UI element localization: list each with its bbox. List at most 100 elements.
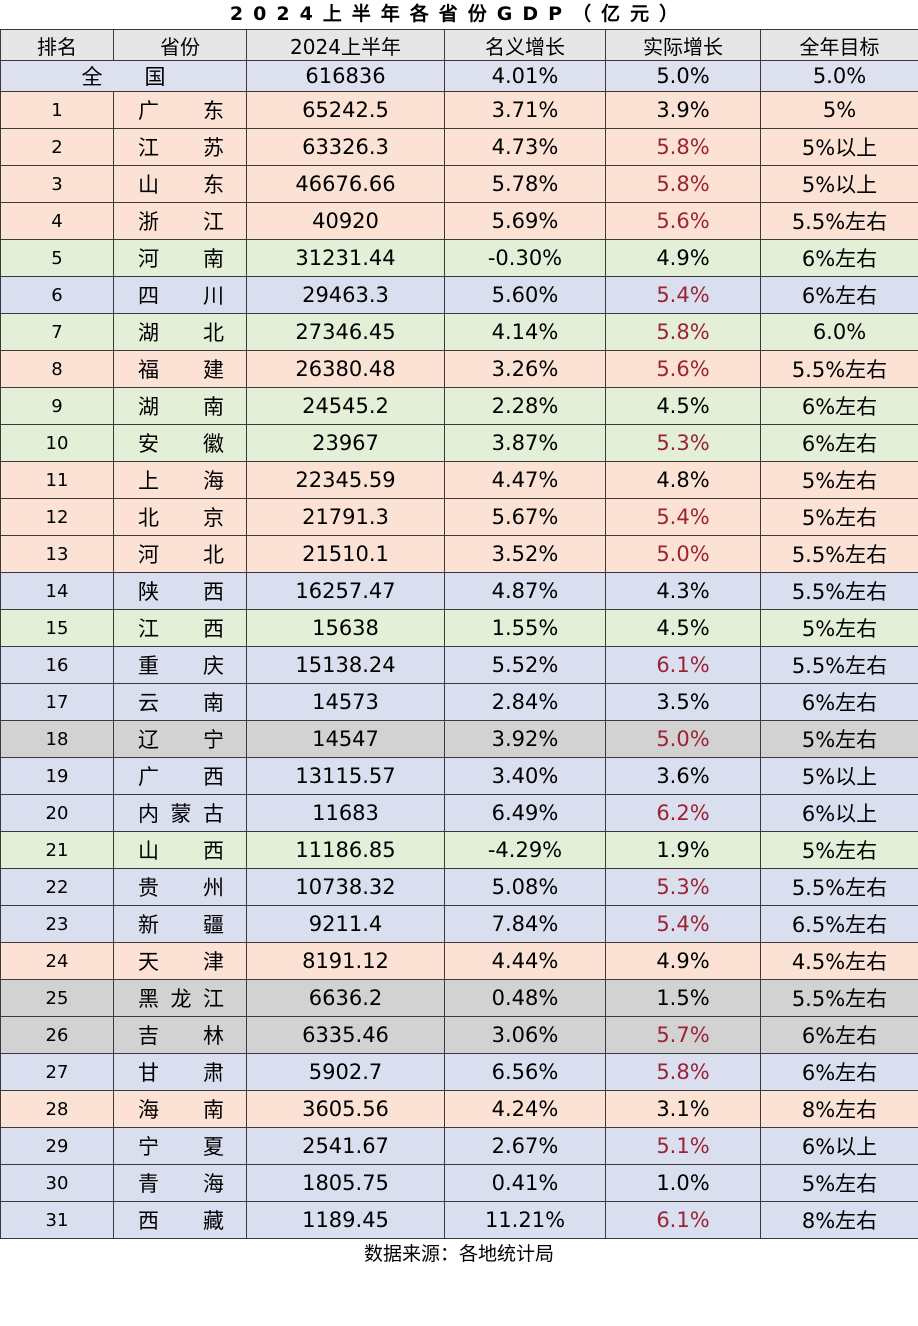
province-name: 山东 [115, 169, 246, 199]
gdp-cell: 10738.32 [246, 868, 445, 906]
annual-target-cell: 6%左右 [760, 1016, 918, 1054]
province-cell: 黑龙江 [113, 979, 247, 1017]
gdp-cell: 3605.56 [246, 1090, 445, 1128]
gdp-cell: 23967 [246, 424, 445, 462]
nominal-growth-cell: 4.73% [444, 128, 606, 166]
annual-target-cell: 5.5%左右 [760, 350, 918, 388]
province-name: 辽宁 [115, 724, 246, 754]
real-growth-cell: 6.1% [605, 646, 761, 684]
real-growth-cell: 5.8% [605, 128, 761, 166]
province-char: 南 [203, 395, 224, 419]
province-name: 安徽 [115, 428, 246, 458]
province-char: 州 [203, 876, 224, 900]
gdp-cell: 15138.24 [246, 646, 445, 684]
gdp-table: 排名 省份 2024上半年 名义增长 实际增长 全年目标 全 国 616836 … [0, 29, 918, 1239]
nominal-growth-cell: 3.26% [444, 350, 606, 388]
header-row: 排名 省份 2024上半年 名义增长 实际增长 全年目标 [0, 29, 918, 61]
province-char: 广 [138, 99, 159, 123]
gdp-cell: 21791.3 [246, 498, 445, 536]
header-annual-target: 全年目标 [760, 29, 918, 61]
province-cell: 上海 [113, 461, 247, 499]
rank-cell: 11 [0, 461, 114, 499]
real-growth-cell: 3.6% [605, 757, 761, 795]
gdp-cell: 31231.44 [246, 239, 445, 277]
province-char: 江 [138, 136, 159, 160]
province-char: 浙 [138, 210, 159, 234]
province-name: 北京 [115, 502, 246, 532]
province-name: 天津 [115, 946, 246, 976]
gdp-cell: 63326.3 [246, 128, 445, 166]
rank-cell: 28 [0, 1090, 114, 1128]
province-char: 藏 [203, 1209, 224, 1233]
nominal-growth-cell: 11.21% [444, 1201, 606, 1239]
province-char: 津 [203, 950, 224, 974]
province-char: 古 [203, 802, 224, 826]
annual-target-cell: 5.5%左右 [760, 572, 918, 610]
table-row: 30 青海 1805.75 0.41% 1.0% 5%左右 [0, 1164, 918, 1202]
real-growth-cell: 5.8% [605, 1053, 761, 1091]
real-growth-cell: 5.4% [605, 276, 761, 314]
national-real: 5.0% [605, 60, 761, 92]
province-char: 河 [138, 543, 159, 567]
province-cell: 广东 [113, 91, 247, 129]
page-title: 2024上半年各省份GDP（亿元） [229, 3, 689, 25]
province-char: 内 [138, 802, 159, 826]
province-name: 河南 [115, 243, 246, 273]
province-char: 南 [203, 247, 224, 271]
nominal-growth-cell: 4.87% [444, 572, 606, 610]
nominal-growth-cell: 2.67% [444, 1127, 606, 1165]
province-char: 黑 [138, 987, 159, 1011]
real-growth-cell: 3.9% [605, 91, 761, 129]
province-cell: 云南 [113, 683, 247, 721]
nominal-growth-cell: 5.69% [444, 202, 606, 240]
rank-cell: 31 [0, 1201, 114, 1239]
rank-cell: 12 [0, 498, 114, 536]
rank-cell: 24 [0, 942, 114, 980]
gdp-cell: 40920 [246, 202, 445, 240]
table-row: 31 西藏 1189.45 11.21% 6.1% 8%左右 [0, 1201, 918, 1239]
table-row: 16 重庆 15138.24 5.52% 6.1% 5.5%左右 [0, 646, 918, 684]
province-char: 青 [138, 1172, 159, 1196]
annual-target-cell: 5%以上 [760, 165, 918, 203]
table-row: 11 上海 22345.59 4.47% 4.8% 5%左右 [0, 461, 918, 499]
nominal-growth-cell: 4.44% [444, 942, 606, 980]
province-name: 贵州 [115, 872, 246, 902]
province-char: 东 [203, 99, 224, 123]
annual-target-cell: 6%左右 [760, 1053, 918, 1091]
real-growth-cell: 4.3% [605, 572, 761, 610]
province-cell: 福建 [113, 350, 247, 388]
province-char: 福 [138, 358, 159, 382]
province-char: 湖 [138, 395, 159, 419]
province-name: 湖北 [115, 317, 246, 347]
nominal-growth-cell: 0.41% [444, 1164, 606, 1202]
real-growth-cell: 5.8% [605, 165, 761, 203]
province-char: 江 [138, 617, 159, 641]
nominal-growth-cell: 1.55% [444, 609, 606, 647]
province-name: 云南 [115, 687, 246, 717]
annual-target-cell: 6%左右 [760, 387, 918, 425]
province-char: 龙 [170, 987, 192, 1011]
province-cell: 辽宁 [113, 720, 247, 758]
province-name: 四川 [115, 280, 246, 310]
province-name: 河北 [115, 539, 246, 569]
nominal-growth-cell: 3.52% [444, 535, 606, 573]
province-char: 天 [138, 950, 159, 974]
rank-cell: 10 [0, 424, 114, 462]
table-row: 19 广西 13115.57 3.40% 3.6% 5%以上 [0, 757, 918, 795]
annual-target-cell: 5% [760, 91, 918, 129]
header-province: 省份 [113, 29, 247, 61]
real-growth-cell: 5.3% [605, 424, 761, 462]
rank-cell: 16 [0, 646, 114, 684]
annual-target-cell: 6.5%左右 [760, 905, 918, 943]
province-cell: 四川 [113, 276, 247, 314]
real-growth-cell: 4.9% [605, 239, 761, 277]
rank-cell: 1 [0, 91, 114, 129]
province-char: 北 [203, 321, 224, 345]
real-growth-cell: 3.5% [605, 683, 761, 721]
province-char: 川 [203, 284, 224, 308]
national-target: 5.0% [760, 60, 918, 92]
table-row: 5 河南 31231.44 -0.30% 4.9% 6%左右 [0, 239, 918, 277]
header-rank: 排名 [0, 29, 114, 61]
province-cell: 重庆 [113, 646, 247, 684]
real-growth-cell: 5.6% [605, 202, 761, 240]
